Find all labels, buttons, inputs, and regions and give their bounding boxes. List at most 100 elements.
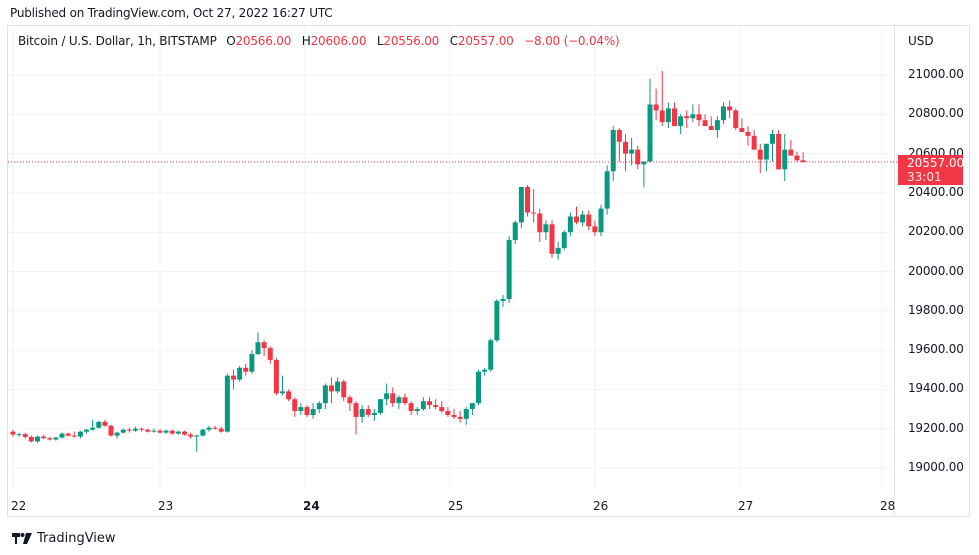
candle-body [659,110,665,123]
candle-body [592,226,598,233]
candle-body [41,436,47,439]
candle-body [182,431,187,435]
candle-body [684,116,690,119]
candle-body [653,104,659,111]
candle-body [439,407,445,412]
low-value: 20556.00 [383,34,440,48]
candle-body [224,375,230,432]
candle-body [451,414,457,417]
candle-body [641,161,647,165]
candle-body [751,135,757,150]
candle-body [788,149,794,156]
candle-body [531,212,537,214]
candle-body [298,407,304,412]
candle-body [800,160,806,163]
candle-body [359,409,365,417]
candle-body [84,429,89,432]
close-value: 20557.00 [457,34,514,48]
chart-frame [7,25,970,517]
tradingview-brand[interactable]: TradingView [12,531,116,546]
candle-body [782,149,788,170]
time-axis-label: 25 [448,499,464,513]
candle-body [335,381,341,392]
candle-body [776,133,782,170]
candle-body [59,433,65,438]
candle-body [745,131,751,136]
candle-body [512,222,518,241]
price-axis-label: 19600.00 [908,342,964,357]
candle-body [433,405,439,408]
candle-body [561,232,567,248]
symbol-label: Bitcoin / U.S. Dollar, 1h, BITSTAMP [18,34,217,48]
candle-body [794,155,800,161]
candle-body [365,409,371,415]
candle-body [188,434,194,437]
candle-body [647,104,653,162]
candle-body [341,381,347,398]
candle-body [280,391,285,394]
candle-body [10,431,16,435]
candle-body [53,437,59,440]
open-label: O [226,34,236,48]
time-axis-label: 28 [880,499,896,513]
candle-body [47,438,53,440]
candle-body [353,403,359,417]
candle-body [770,133,775,144]
candle-body [310,409,316,415]
candle-body [463,409,469,419]
candle-body [163,430,169,433]
candle-body [420,401,426,410]
candle-body [28,436,34,442]
candle-body [672,108,677,127]
candle-body [733,110,739,129]
candle-body [255,342,261,355]
last-price-tag: 20557.00 33:01 [898,155,964,185]
candle-body [623,141,628,154]
high-value: 20606.00 [310,34,367,48]
candle-body [329,385,334,392]
candle-body [384,393,390,400]
candle-body [371,412,377,415]
candle-body [96,421,102,428]
price-axis-label: 19000.00 [908,460,964,474]
candle-body [739,128,745,132]
price-axis-separator [894,26,895,516]
candle-body [35,436,40,442]
candle-body [22,434,28,437]
currency-label: USD [908,34,934,48]
candle-body [102,421,108,426]
candle-body [402,397,408,404]
candle-body [635,149,641,165]
candle-body [537,213,543,233]
candle-body [237,367,243,380]
candle-body [390,393,396,404]
candle-body [267,348,273,360]
price-axis-label: 19400.00 [908,381,964,396]
candle-body [322,385,328,404]
candle-body [304,407,310,415]
candle-body [249,354,255,372]
candle-body [261,342,267,349]
candle-body [574,216,579,223]
candle-body [500,299,506,301]
candle-body [721,106,726,121]
time-axis-label: 27 [738,499,754,513]
candle-body [696,114,702,121]
candle-body [16,434,22,436]
candle-body [549,224,555,254]
candle-body [525,187,530,213]
candle-body [604,171,610,209]
candle-body [714,120,720,131]
candle-body [727,106,733,111]
candle-body [292,399,298,412]
candle-body [212,427,218,429]
candle-body [427,401,432,406]
price-axis-label: 19200.00 [908,420,964,435]
candle-body [218,428,224,432]
candle-body [151,430,157,432]
candle-body [378,399,383,413]
candle-body [708,126,714,131]
candle-body [194,435,200,437]
candle-body [580,214,586,223]
